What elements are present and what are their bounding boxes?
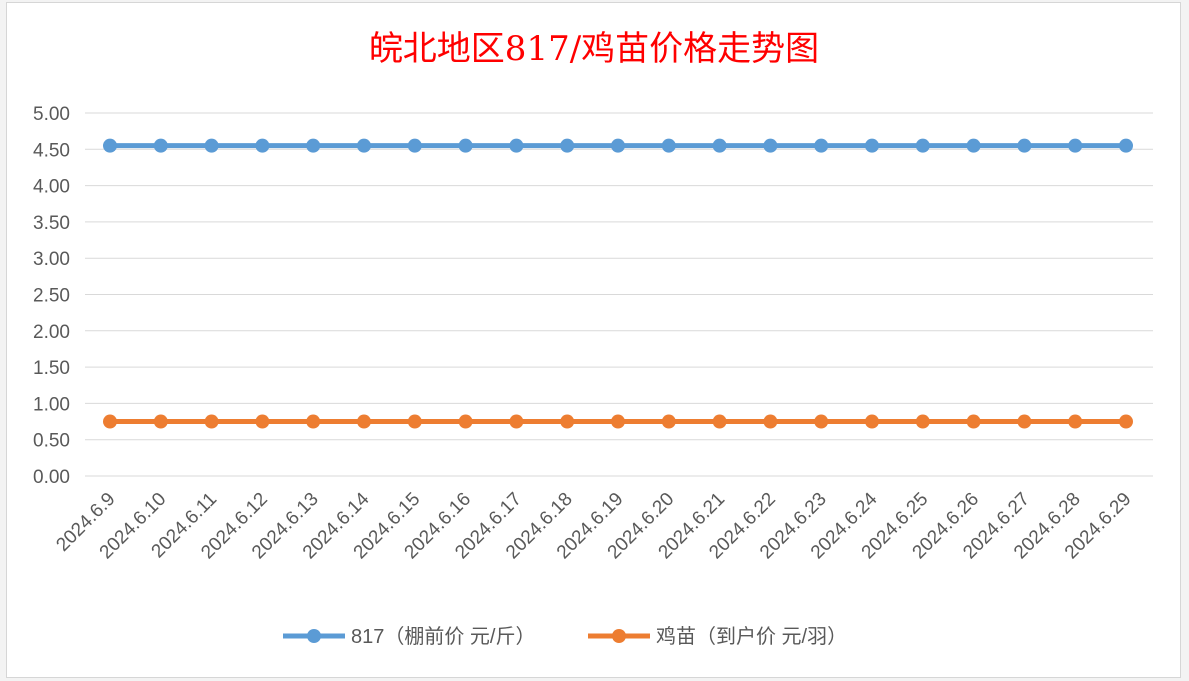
data-point — [255, 414, 270, 429]
x-axis-ticks: 2024.6.92024.6.102024.6.112024.6.122024.… — [52, 488, 1135, 563]
data-point — [509, 414, 524, 429]
y-tick-label: 2.50 — [33, 286, 70, 307]
data-point — [661, 414, 676, 429]
data-point — [458, 414, 473, 429]
y-axis-ticks: 5.00 4.50 4.00 3.50 3.00 2.50 2.00 1.50 1.00 0.50… — [33, 104, 70, 488]
chart-title: 皖北地区817/鸡苗价格走势图 — [369, 29, 819, 69]
data-point — [865, 414, 879, 429]
data-point — [966, 414, 981, 429]
data-point — [306, 414, 321, 429]
data-point — [1119, 414, 1133, 429]
data-point — [1017, 414, 1032, 429]
legend-item: 817（棚前价 元/斤） — [283, 625, 535, 648]
data-point — [763, 138, 778, 153]
legend-label: 817（棚前价 元/斤） — [351, 625, 535, 648]
data-point — [1068, 138, 1083, 153]
data-point — [611, 138, 625, 153]
data-point — [407, 138, 422, 153]
data-point — [103, 414, 117, 429]
legend-marker — [307, 629, 321, 643]
data-point — [153, 138, 168, 153]
y-tick-label: 4.50 — [33, 140, 70, 161]
series-1 — [103, 138, 1133, 153]
data-point — [814, 138, 829, 153]
data-point — [966, 138, 981, 153]
data-point — [915, 138, 930, 153]
y-tick-label: 1.00 — [33, 394, 70, 415]
series-2 — [103, 414, 1133, 429]
data-point — [611, 414, 625, 429]
y-tick-label: 4.00 — [33, 177, 70, 198]
data-point — [1068, 414, 1083, 429]
data-point — [255, 138, 270, 153]
data-point — [509, 138, 524, 153]
data-point — [560, 138, 575, 153]
data-point — [814, 414, 829, 429]
data-point — [306, 138, 321, 153]
legend-marker — [612, 629, 626, 643]
y-tick-label: 2.00 — [33, 322, 70, 343]
data-point — [357, 414, 371, 429]
chart-frame — [6, 2, 1181, 678]
series-layer — [103, 138, 1133, 429]
data-point — [1119, 138, 1133, 153]
data-point — [763, 414, 778, 429]
data-point — [103, 138, 117, 153]
data-point — [1017, 138, 1032, 153]
y-tick-label: 1.50 — [33, 358, 70, 379]
data-point — [153, 414, 168, 429]
y-tick-label: 3.00 — [33, 249, 70, 270]
data-point — [204, 414, 219, 429]
data-point — [560, 414, 575, 429]
legend-label: 鸡苗（到户价 元/羽） — [656, 625, 847, 648]
y-tick-label: 5.00 — [33, 104, 70, 125]
legend: 817（棚前价 元/斤） 鸡苗（到户价 元/羽） — [283, 625, 847, 648]
y-tick-label: 3.50 — [33, 213, 70, 234]
y-tick-label: 0.00 — [33, 467, 70, 488]
legend-item: 鸡苗（到户价 元/羽） — [588, 625, 847, 648]
y-tick-label: 0.50 — [33, 431, 70, 452]
data-point — [407, 414, 422, 429]
data-point — [458, 138, 473, 153]
data-point — [712, 414, 727, 429]
data-point — [661, 138, 676, 153]
data-point — [204, 138, 219, 153]
data-point — [915, 414, 930, 429]
data-point — [357, 138, 371, 153]
data-point — [865, 138, 879, 153]
data-point — [712, 138, 727, 153]
